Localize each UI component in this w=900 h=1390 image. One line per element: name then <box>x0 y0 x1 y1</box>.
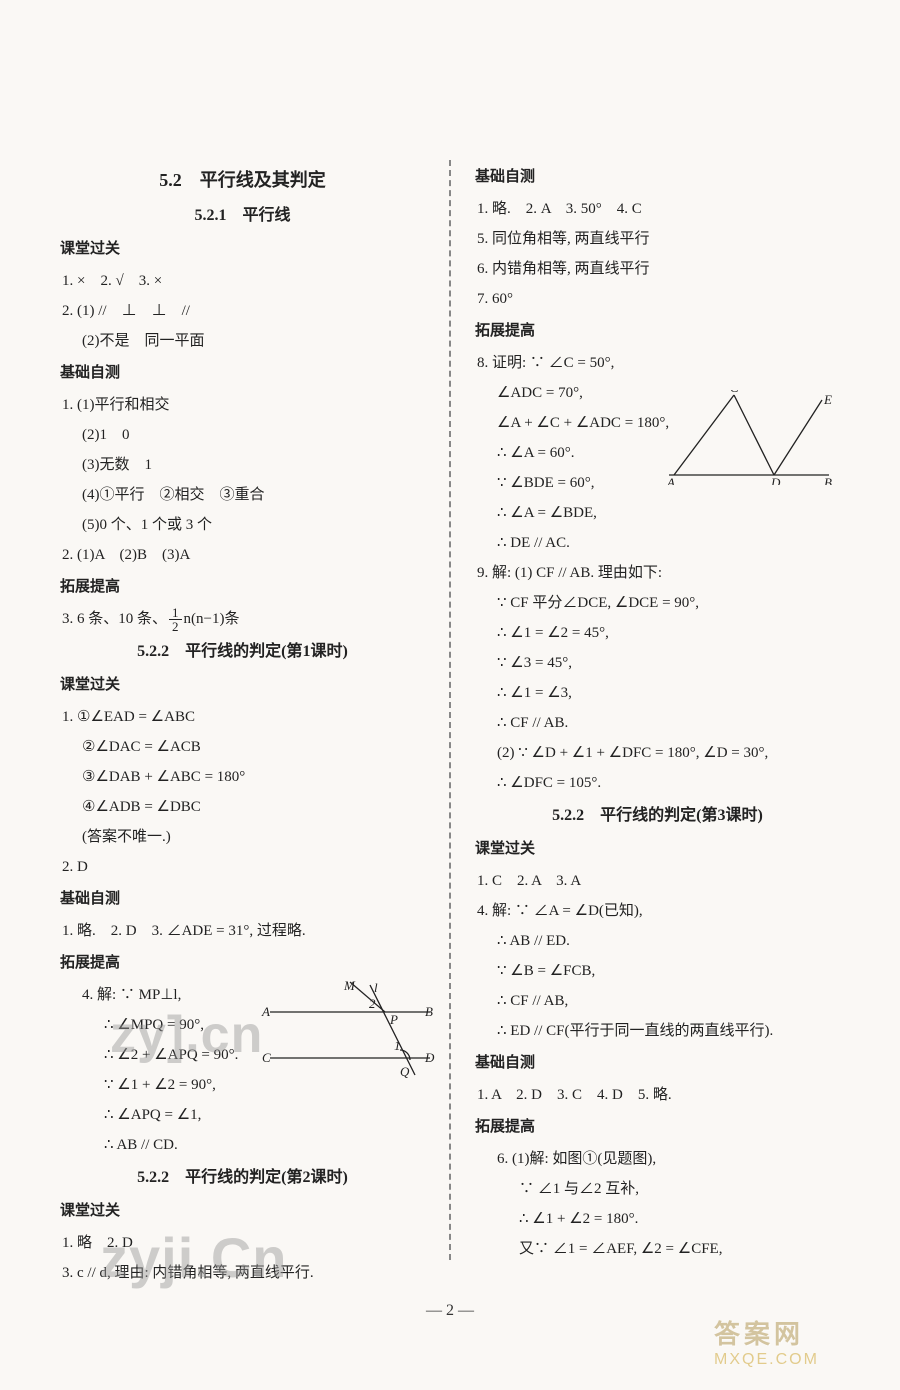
proof-line: ∵ ∠3 = 45°, <box>475 648 840 678</box>
section-jichu-r1: 基础自测 <box>475 162 840 192</box>
proof-line: ∴ ∠APQ = ∠1, <box>60 1100 425 1130</box>
heading-5-2-1: 5.2.1 平行线 <box>60 200 425 232</box>
label-l: l <box>374 980 378 995</box>
label-M: M <box>343 980 356 993</box>
answer-line: ③∠DAB + ∠ABC = 180° <box>60 762 425 792</box>
proof-line: (2) ∵ ∠D + ∠1 + ∠DFC = 180°, ∠D = 30°, <box>475 738 840 768</box>
heading-5-2-2-3: 5.2.2 平行线的判定(第3课时) <box>475 800 840 832</box>
proof-line: ∵ ∠B = ∠FCB, <box>475 956 840 986</box>
section-jichu-r2: 基础自测 <box>475 1048 840 1078</box>
section-ketang-2: 课堂过关 <box>60 670 425 700</box>
answer-line: (2)不是 同一平面 <box>60 326 425 356</box>
answer-line: 3. 6 条、10 条、12n(n−1)条 <box>60 604 425 634</box>
proof-line: 又∵ ∠1 = ∠AEF, ∠2 = ∠CFE, <box>475 1234 840 1264</box>
column-divider <box>449 160 451 1260</box>
answer-line: 5. 同位角相等, 两直线平行 <box>475 224 840 254</box>
proof-line: ∴ ∠1 + ∠2 = 180°. <box>475 1204 840 1234</box>
label-A: A <box>666 475 675 485</box>
answer-line: (2)1 0 <box>60 420 425 450</box>
label-D: D <box>424 1050 435 1065</box>
section-jichu-2: 基础自测 <box>60 884 425 914</box>
proof-line: 8. 证明: ∵ ∠C = 50°, <box>475 348 840 378</box>
answer-line: 1. C 2. A 3. A <box>475 866 840 896</box>
proof-line: ∴ AB // ED. <box>475 926 840 956</box>
proof-line: ∵ CF 平分∠DCE, ∠DCE = 90°, <box>475 588 840 618</box>
proof-line: 4. 解: ∵ ∠A = ∠D(已知), <box>475 896 840 926</box>
label-1: 1 <box>394 1038 401 1053</box>
answer-line: (4)①平行 ②相交 ③重合 <box>60 480 425 510</box>
answer-line: 7. 60° <box>475 284 840 314</box>
proof-line: ∴ ∠1 = ∠3, <box>475 678 840 708</box>
label-2: 2 <box>369 996 376 1011</box>
proof-line: ∴ DE // AC. <box>475 528 840 558</box>
fraction: 12 <box>169 606 182 633</box>
label-E: E <box>823 392 832 407</box>
heading-5-2-2-1: 5.2.2 平行线的判定(第1课时) <box>60 636 425 668</box>
heading-5-2-2-2: 5.2.2 平行线的判定(第2课时) <box>60 1162 425 1194</box>
mp-diagram: M l A B C D P Q 2 1 <box>260 980 435 1090</box>
section-ketang-r: 课堂过关 <box>475 834 840 864</box>
answer-line: 1. 略. 2. A 3. 50° 4. C <box>475 194 840 224</box>
answer-line: 6. 内错角相等, 两直线平行 <box>475 254 840 284</box>
proof-line: ∴ ∠A = ∠BDE, <box>475 498 840 528</box>
fraction-num: 1 <box>169 606 182 620</box>
answer-line: 1. A 2. D 3. C 4. D 5. 略. <box>475 1080 840 1110</box>
proof-line: ∴ CF // AB. <box>475 708 840 738</box>
proof-line: ∴ ∠1 = ∠2 = 45°, <box>475 618 840 648</box>
label-C: C <box>262 1050 271 1065</box>
watermark-logo-url: MXQE.COM <box>714 1351 864 1369</box>
fraction-den: 2 <box>169 620 182 633</box>
answer-line: 1. × 2. √ 3. × <box>60 266 425 296</box>
triangle-svg: A D B C E <box>664 390 834 485</box>
answer-line: (3)无数 1 <box>60 450 425 480</box>
label-A: A <box>261 1004 270 1019</box>
answer-line: 1. (1)平行和相交 <box>60 390 425 420</box>
section-ketang-3: 课堂过关 <box>60 1196 425 1226</box>
answer-line: 2. (1)A (2)B (3)A <box>60 540 425 570</box>
proof-line: ∴ AB // CD. <box>60 1130 425 1160</box>
answer-line: (答案不唯一.) <box>60 822 425 852</box>
text: 3. 6 条、10 条、 <box>62 611 167 627</box>
answer-line: 1. 略. 2. D 3. ∠ADE = 31°, 过程略. <box>60 916 425 946</box>
section-tuozhan-1: 拓展提高 <box>60 572 425 602</box>
proof-line: ∵ ∠1 与∠2 互补, <box>475 1174 840 1204</box>
section-ketang-1: 课堂过关 <box>60 234 425 264</box>
two-column-layout: 5.2 平行线及其判定 5.2.1 平行线 课堂过关 1. × 2. √ 3. … <box>60 160 840 1260</box>
page: 5.2 平行线及其判定 5.2.1 平行线 课堂过关 1. × 2. √ 3. … <box>0 0 900 1390</box>
answer-line: 2. (1) // ⊥ ⊥ // <box>60 296 425 326</box>
triangle-diagram: A D B C E <box>664 390 834 485</box>
text: n(n−1)条 <box>184 611 240 627</box>
proof-line: 9. 解: (1) CF // AB. 理由如下: <box>475 558 840 588</box>
label-C: C <box>730 390 739 395</box>
watermark-logo: 答案网 MXQE.COM <box>714 1314 864 1374</box>
answer-line: ②∠DAC = ∠ACB <box>60 732 425 762</box>
left-column: 5.2 平行线及其判定 5.2.1 平行线 课堂过关 1. × 2. √ 3. … <box>60 160 425 1260</box>
section-tuozhan-2: 拓展提高 <box>60 948 425 978</box>
section-tuozhan-r1: 拓展提高 <box>475 316 840 346</box>
mp-svg: M l A B C D P Q 2 1 <box>260 980 435 1090</box>
watermark-logo-text: 答案网 <box>714 1314 864 1351</box>
answer-line: 3. c // d, 理由: 内错角相等, 两直线平行. <box>60 1258 425 1288</box>
answer-line: 1. ①∠EAD = ∠ABC <box>60 702 425 732</box>
label-Q: Q <box>400 1064 410 1079</box>
proof-line: ∴ ∠DFC = 105°. <box>475 768 840 798</box>
section-jichu-1: 基础自测 <box>60 358 425 388</box>
answer-line: (5)0 个、1 个或 3 个 <box>60 510 425 540</box>
answer-line: 1. 略 2. D <box>60 1228 425 1258</box>
label-D: D <box>770 475 781 485</box>
answer-line: 2. D <box>60 852 425 882</box>
proof-line: ∴ ED // CF(平行于同一直线的两直线平行). <box>475 1016 840 1046</box>
proof-line: ∴ CF // AB, <box>475 986 840 1016</box>
label-B: B <box>824 475 832 485</box>
heading-5-2: 5.2 平行线及其判定 <box>60 162 425 198</box>
label-P: P <box>389 1012 398 1027</box>
proof-line: 6. (1)解: 如图①(见题图), <box>475 1144 840 1174</box>
right-column: 基础自测 1. 略. 2. A 3. 50° 4. C 5. 同位角相等, 两直… <box>475 160 840 1260</box>
section-tuozhan-r2: 拓展提高 <box>475 1112 840 1142</box>
label-B: B <box>425 1004 433 1019</box>
answer-line: ④∠ADB = ∠DBC <box>60 792 425 822</box>
